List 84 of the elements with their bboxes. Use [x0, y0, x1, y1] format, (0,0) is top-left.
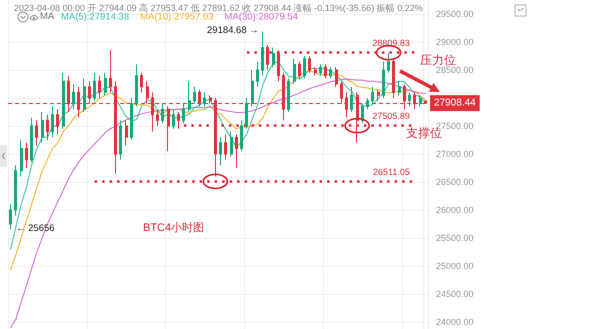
candlestick [177, 112, 180, 130]
candlestick [56, 108, 59, 135]
candlestick [272, 47, 275, 68]
candlestick [109, 50, 112, 93]
candlestick [219, 136, 222, 166]
annotation: MA [40, 10, 55, 22]
y-tick-label: 24500.00 [436, 289, 474, 299]
candlestick [408, 92, 411, 107]
candlestick [293, 58, 296, 84]
candlestick [308, 56, 311, 74]
candlestick [104, 72, 107, 96]
candlestick [172, 108, 175, 130]
candlestick [9, 204, 12, 230]
candlestick [256, 61, 259, 88]
y-tick-label: 24000.00 [436, 317, 474, 327]
y-tick-label: 28500.00 [436, 65, 474, 75]
candlestick [83, 78, 86, 112]
candlestick [261, 31, 264, 76]
annotation: 压力位 [420, 53, 456, 67]
candlestick [224, 134, 227, 160]
candlestick [135, 64, 138, 107]
candlestick [41, 112, 44, 144]
candlestick [125, 120, 128, 146]
candlestick [398, 80, 401, 96]
candlestick [287, 78, 290, 112]
candlestick [72, 84, 75, 110]
candlestick [324, 64, 327, 79]
candlestick [251, 70, 254, 107]
candlestick [93, 72, 96, 102]
candlestick [182, 103, 185, 124]
candlestick [156, 108, 159, 126]
ref-line-label: 26511.05 [373, 166, 410, 177]
candlestick [392, 58, 395, 98]
y-tick-label: 27000.00 [436, 149, 474, 159]
candlestick [245, 98, 248, 130]
candlestick [140, 72, 143, 93]
y-tick-label: 26500.00 [436, 177, 474, 187]
candlestick [203, 92, 206, 107]
candlestick [419, 94, 422, 107]
y-tick-label: 29500.00 [436, 9, 474, 19]
candlestick [193, 86, 196, 104]
candlestick [298, 61, 301, 79]
candlestick [382, 61, 385, 98]
candlestick [366, 98, 369, 110]
candlestick [230, 131, 233, 158]
candlestick [371, 86, 374, 104]
annotation: 2023-04-08 00:00 开 27944.09 高 27953.47 低 27891.62 收 27908.44 涨幅 -0.13%(-35.66) 振幅 0.22% [14, 3, 423, 13]
candlestick [329, 66, 332, 79]
candlestick [361, 103, 364, 124]
candlestick [35, 120, 38, 146]
annotation: 29184.68 → [207, 24, 259, 36]
text: MA(10):27957.03 [140, 12, 214, 22]
candlestick [14, 164, 17, 216]
candlestick [30, 117, 33, 163]
candlestick [319, 64, 322, 76]
candlestick [377, 89, 380, 102]
y-tick-label: 29000.00 [436, 37, 474, 47]
y-tick-label: 25500.00 [436, 233, 474, 243]
candlestick [161, 103, 164, 124]
ref-line-label: 27908.44 [434, 98, 476, 109]
ref-line-label: 28809.83 [372, 38, 410, 48]
text: MA(5):27914.38 [61, 12, 130, 22]
candlestick [130, 98, 133, 140]
text: MA(30):28079.54 [224, 12, 298, 22]
candlestick [350, 86, 353, 112]
candlestick [62, 72, 65, 130]
candlestick [20, 140, 23, 177]
annotation: BTC4小时图 [143, 221, 204, 234]
candlestick [25, 142, 28, 168]
candlestick [51, 106, 54, 138]
candlestick [188, 80, 191, 112]
candlestick [335, 66, 338, 88]
y-tick-label: 25000.00 [436, 261, 474, 271]
candlestick [303, 56, 306, 79]
y-tick-label: 26000.00 [436, 205, 474, 215]
ref-line-label: 27505.89 [372, 111, 410, 122]
candlestick [240, 120, 243, 152]
candlestick [314, 66, 317, 76]
candlestick [98, 75, 101, 98]
candlestick [235, 134, 238, 168]
candlestick [387, 52, 390, 74]
candlestick [167, 106, 170, 152]
candlestick [119, 120, 122, 160]
candlestick [46, 114, 49, 140]
